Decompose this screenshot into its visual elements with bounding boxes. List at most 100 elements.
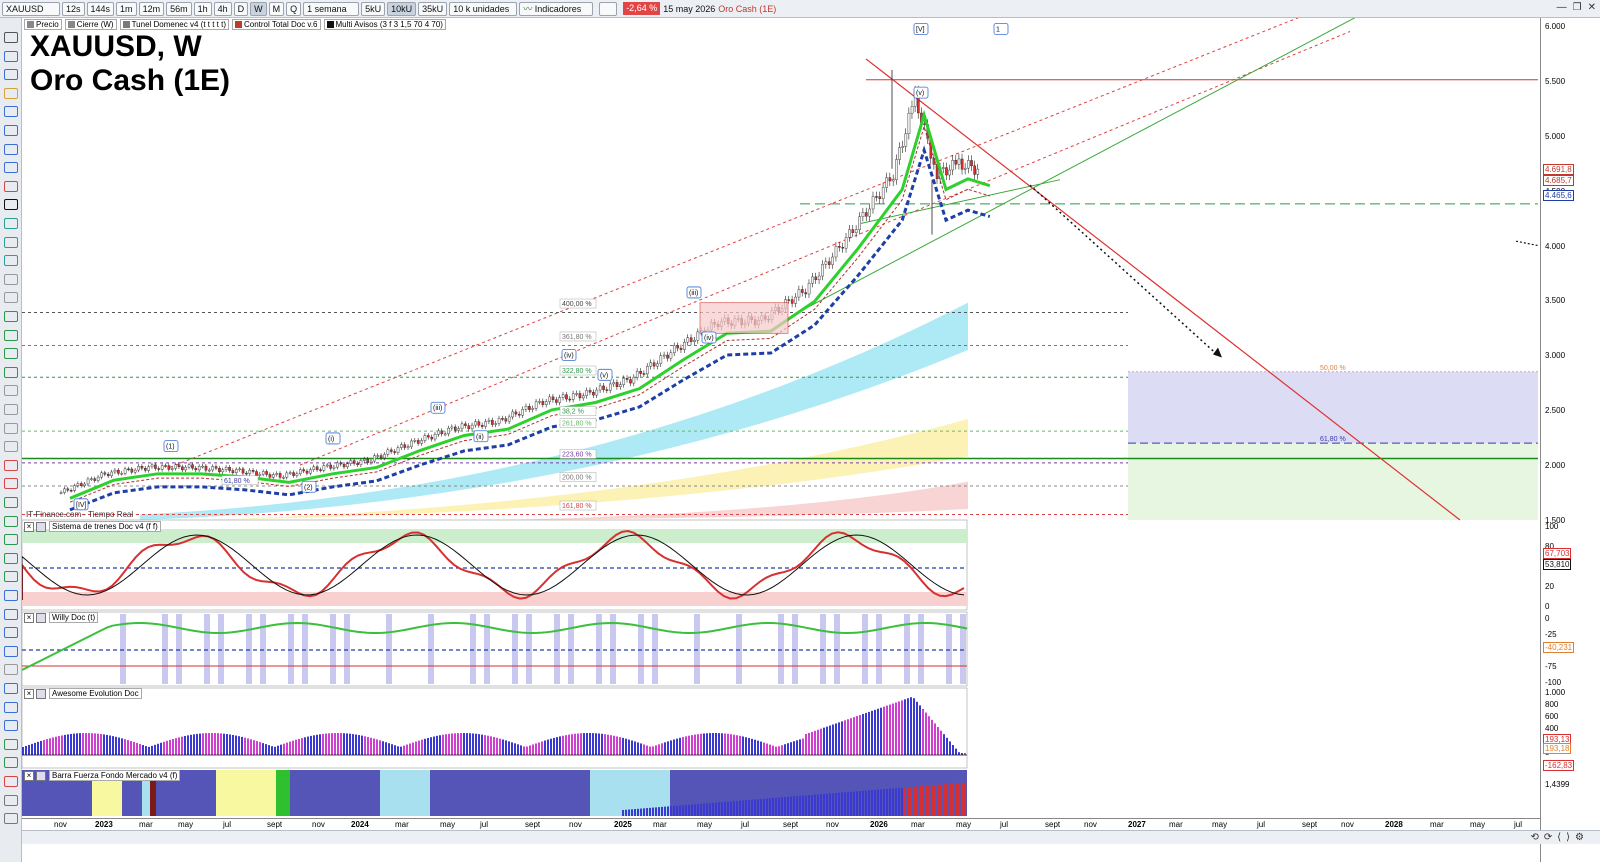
time-axis[interactable]: nov 2023 mar may jul sept nov 2024 mar may jul sept…: [22, 818, 1540, 830]
drawing-tool-icon[interactable]: [4, 627, 18, 639]
symbol-select[interactable]: XAUUSD: [2, 1, 60, 16]
panel-settings-icon[interactable]: [36, 612, 46, 623]
drawing-tool-icon[interactable]: [4, 404, 18, 415]
timeframe-144s[interactable]: 144s: [86, 1, 115, 16]
drawing-tool-icon[interactable]: [4, 441, 18, 453]
chart-canvas[interactable]: 400,00 % 361,80 % 322,80 % 261,80 % 223,60 %…: [22, 18, 1540, 818]
drawing-tool-icon[interactable]: [4, 348, 18, 360]
drawing-tool-icon[interactable]: [4, 534, 18, 546]
scroll-right-icon[interactable]: ⟩: [1566, 832, 1571, 843]
legend-item[interactable]: Tunel Domenec v4 (t t t t t): [119, 19, 229, 30]
drawing-tool-icon[interactable]: [4, 143, 18, 155]
candle-body: [433, 434, 437, 440]
barra-bar: [895, 788, 897, 816]
drawing-tool-icon[interactable]: [4, 69, 18, 81]
awesome-bar: [343, 733, 345, 755]
drawing-tool-icon[interactable]: [4, 292, 18, 304]
restore-icon[interactable]: ❐: [1572, 2, 1582, 13]
unit-5ku[interactable]: 5kU: [361, 1, 386, 16]
panel-settings-icon[interactable]: [36, 770, 46, 781]
drawing-tool-icon[interactable]: [4, 701, 18, 713]
legend-item[interactable]: Multi Avisos (3 f 3 1,5 70 4 70): [323, 19, 446, 30]
timeframe-1h[interactable]: 1h: [193, 1, 212, 16]
drawing-tool-icon[interactable]: [4, 218, 18, 229]
drawing-tool-icon[interactable]: [4, 180, 18, 192]
wave-label-box: [163, 440, 179, 453]
legend-item[interactable]: Precio: [24, 19, 62, 30]
panel-settings-icon[interactable]: [36, 521, 46, 532]
legend-item[interactable]: Control Total Doc v.6: [231, 19, 321, 30]
panel-value-tag: 193,18: [1543, 743, 1572, 754]
close-icon[interactable]: ×: [24, 770, 34, 781]
timeframe-q[interactable]: Q: [286, 1, 302, 16]
timeframe-1m[interactable]: 1m: [116, 1, 137, 16]
minimize-icon[interactable]: —: [1556, 2, 1567, 13]
timeframe-w[interactable]: W: [250, 1, 267, 16]
wave-label: (iv): [564, 353, 574, 360]
timeframe-4h[interactable]: 4h: [213, 1, 232, 16]
drawing-tool-icon[interactable]: [4, 497, 18, 508]
price-axis[interactable]: 6.0005.5005.0004.5004.0003.5003.0002.500…: [1540, 18, 1600, 862]
legend-item[interactable]: Cierre (W): [64, 19, 117, 30]
timeframe-d[interactable]: D: [233, 1, 249, 16]
drawing-tool-icon[interactable]: [4, 720, 18, 732]
drawing-tool-icon[interactable]: [4, 311, 18, 322]
panel-willy-band: [386, 614, 392, 684]
drawing-tool-icon[interactable]: [4, 478, 18, 490]
drawing-tool-icon[interactable]: [4, 87, 18, 99]
drawing-tool-icon[interactable]: [4, 664, 18, 676]
drawing-tool-icon[interactable]: [4, 571, 18, 583]
drawing-tool-icon[interactable]: [4, 385, 18, 397]
drawing-tool-icon[interactable]: [4, 199, 18, 211]
drawing-tool-icon[interactable]: [4, 106, 18, 118]
close-icon[interactable]: ×: [24, 521, 34, 532]
settings-icon[interactable]: ⚙: [1575, 832, 1584, 843]
drawing-tool-icon[interactable]: [4, 273, 18, 285]
indicators-button[interactable]: 〰 Indicadores: [519, 1, 594, 16]
drawing-tool-icon[interactable]: [4, 813, 18, 825]
timeframe-m[interactable]: M: [268, 1, 285, 16]
drawing-tool-icon[interactable]: [4, 757, 18, 769]
drawing-tool-icon[interactable]: [4, 794, 18, 806]
timeframe-12s[interactable]: 12s: [62, 1, 85, 16]
drawing-tool-icon[interactable]: [4, 776, 18, 787]
drawing-tool-icon[interactable]: [4, 329, 18, 341]
barra-bar: [709, 803, 711, 816]
drawing-tool-icon[interactable]: [4, 459, 18, 471]
close-icon[interactable]: ×: [24, 612, 34, 623]
drawing-tool-icon[interactable]: [4, 608, 18, 620]
unit-35ku[interactable]: 35kU: [418, 1, 448, 16]
drawing-tool-icon[interactable]: [4, 32, 18, 43]
awesome-bar: [298, 738, 300, 755]
drawing-tool-icon[interactable]: [4, 255, 18, 267]
barra-bar: [652, 807, 654, 816]
timeframe-12m[interactable]: 12m: [138, 1, 165, 16]
drawing-tool-icon[interactable]: [4, 125, 18, 136]
zoom-in-icon[interactable]: ⟳: [1543, 832, 1553, 843]
drawing-tool-icon[interactable]: [4, 683, 18, 694]
zoom-out-icon[interactable]: ⟲: [1530, 832, 1539, 843]
drawing-tool-icon[interactable]: [4, 236, 18, 248]
drawing-tool-icon[interactable]: [4, 552, 18, 564]
wave-label: (v): [916, 90, 924, 97]
drawing-tool-icon[interactable]: [4, 422, 18, 434]
compare-checkbox[interactable]: [599, 1, 618, 16]
chart-scrollbar[interactable]: ⟲ ⟳ ⟨ ⟩ ⚙: [22, 830, 1600, 844]
close-icon[interactable]: ×: [24, 688, 34, 699]
unit-10ku[interactable]: 10kU: [387, 1, 417, 16]
drawing-tool-icon[interactable]: [4, 50, 18, 62]
period-select[interactable]: 1 semana: [303, 1, 360, 16]
timeframe-56m[interactable]: 56m: [166, 1, 192, 16]
drawing-tool-icon[interactable]: [4, 515, 18, 527]
barra-bar: [910, 786, 912, 816]
drawing-tool-icon[interactable]: [4, 738, 18, 750]
panel-settings-icon[interactable]: [36, 688, 46, 699]
close-icon[interactable]: ✕: [1587, 2, 1596, 13]
drawing-tool-icon[interactable]: [4, 162, 18, 174]
unit-select[interactable]: 10 k unidades: [449, 1, 518, 16]
drawing-tool-icon[interactable]: [4, 645, 18, 657]
scroll-left-icon[interactable]: ⟨: [1557, 832, 1562, 843]
candle-body: [268, 474, 272, 478]
drawing-tool-icon[interactable]: [4, 366, 18, 378]
drawing-tool-icon[interactable]: [4, 590, 18, 601]
